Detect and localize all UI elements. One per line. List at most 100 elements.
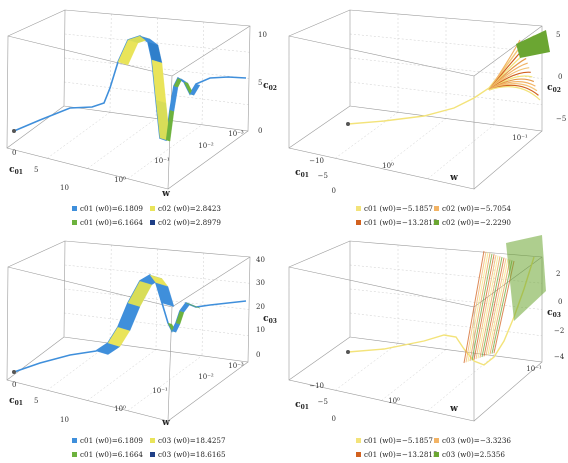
box-edges [288, 240, 543, 422]
legend-bottom-left: c01 (w0)=6.1809 c03 (w0)=18.4257 c01 (w0)=… [0, 432, 284, 463]
legend-top-left: c01 (w0)=6.1809 c02 (w0)=2.8423 c01 (w0)=6… [0, 200, 284, 231]
legend-label: c01 (w0)=−13.2815 [364, 218, 438, 227]
plot-box [6, 240, 251, 422]
legend-entry: c02 (w0)=−5.7054 [434, 204, 511, 213]
fan-line-6 [475, 254, 497, 360]
tick-x-0: 10⁰ [382, 162, 394, 170]
tick-x-0: 10⁰ [388, 397, 400, 405]
marker-point [346, 350, 350, 354]
legend-entry: c03 (w0)=18.4257 [150, 436, 226, 445]
surface-band-seg-0 [117, 39, 139, 66]
tick-z-4: 0 [256, 351, 260, 359]
legend-swatch [72, 438, 77, 443]
legend-swatch [356, 220, 361, 225]
surface-band-seg-2 [117, 302, 141, 331]
legend-entry: c01 (w0)=6.1809 [72, 204, 143, 213]
tick-x-2: 10⁻² [198, 142, 214, 150]
axis-label-y: c01 [295, 400, 309, 411]
surface-green-cap [516, 30, 550, 58]
plot-box [288, 9, 543, 190]
legend-swatch [150, 220, 155, 225]
axis-label-y: c01 [295, 168, 309, 179]
tick-z-1: 30 [256, 279, 265, 287]
marker-point [12, 129, 16, 133]
plot-3d-top-left: 10 5 0 0 5 10 10⁰ 10⁻¹ 10⁻² 10⁻³ c01 w c02 [6, 9, 277, 199]
tick-y-0: −10 [309, 382, 324, 390]
legend-label: c01 (w0)=6.1664 [80, 450, 143, 459]
fan-line-7 [477, 255, 499, 359]
legend-label: c03 (w0)=18.6165 [158, 450, 226, 459]
fan-line-2 [467, 252, 489, 362]
legend-label: c02 (w0)=2.8979 [158, 218, 221, 227]
chart-top-right: 5 0 −5 −10 −5 0 10⁰ 10⁻¹ c01 w c02 c01 (w0)=−5.185… [284, 0, 568, 231]
tick-x-0: 10⁰ [114, 176, 126, 184]
fan-line-10 [483, 257, 505, 357]
axis-label-x: w [449, 404, 458, 414]
tick-z-2: 0 [258, 127, 262, 135]
legend-label: c03 (w0)=−3.3236 [442, 436, 511, 445]
tick-y: 0 5 10 [12, 149, 69, 192]
legend-swatch [356, 438, 361, 443]
tick-y: −10 −5 0 [309, 157, 336, 195]
plot-3d-bottom-right: 2 0 −2 −4 −10 −5 0 10⁰ 10⁻¹ c01 w c03 [288, 235, 565, 423]
tick-y: −10 −5 0 [309, 382, 336, 423]
legend-entry: c01 (w0)=6.1809 [72, 436, 143, 445]
legend-label: c02 (w0)=−2.2290 [442, 218, 511, 227]
legend-label: c03 (w0)=2.5356 [442, 450, 505, 459]
fan-line-0 [463, 250, 485, 364]
surface-fan [488, 39, 541, 101]
axis-label-y: c01 [9, 165, 23, 176]
legend-label: c01 (w0)=6.1664 [80, 218, 143, 227]
legend-entry: c01 (w0)=−13.2815 [356, 218, 438, 227]
surface-band [117, 35, 171, 142]
legend-entry: c03 (w0)=−3.3236 [434, 436, 511, 445]
legend-entry: c02 (w0)=−2.2290 [434, 218, 511, 227]
tick-z-3: −4 [554, 353, 565, 361]
fan-line-8 [479, 256, 501, 358]
plot-box [6, 9, 251, 190]
legend-label: c02 (w0)=2.8423 [158, 204, 221, 213]
tick-z-0: 2 [556, 270, 560, 278]
chart-bottom-left: 40 30 20 10 0 0 5 10 10⁰ 10⁻¹ 10⁻² 10⁻³ c01 w c03 c01 … [0, 231, 284, 463]
box-edges [6, 9, 251, 190]
tick-y-2: 0 [332, 187, 336, 195]
legend-label: c01 (w0)=6.1809 [80, 436, 143, 445]
tick-z-2: 20 [256, 303, 265, 311]
grid-lines [47, 244, 250, 411]
legend-swatch [434, 452, 439, 457]
tick-x-1: 10⁻¹ [512, 134, 528, 142]
legend-top-right: c01 (w0)=−5.1857 c02 (w0)=−5.7054 c01 (w0)… [284, 200, 568, 231]
tick-x: 10⁰ 10⁻¹ [382, 134, 528, 170]
fan-line-12 [487, 258, 509, 356]
legend-swatch [434, 206, 439, 211]
grid-lines [335, 245, 543, 411]
tick-z: 5 0 −5 [556, 31, 566, 123]
fan-line-4 [471, 253, 493, 361]
legend-swatch [150, 438, 155, 443]
legend-label: c01 (w0)=−13.2815 [364, 450, 438, 459]
legend-entry: c01 (w0)=−13.2815 [356, 450, 438, 459]
fan-line-11 [485, 258, 507, 356]
legend-label: c02 (w0)=−5.7054 [442, 204, 511, 213]
tick-z-2: −5 [556, 115, 566, 123]
tick-x-1: 10⁻¹ [152, 387, 168, 395]
surface-band-tail-seg-3 [179, 302, 191, 313]
tick-z-1: 0 [558, 298, 562, 306]
legend-label: c03 (w0)=18.4257 [158, 436, 226, 445]
tick-y-0: 0 [12, 149, 16, 157]
surface-band-tail-seg-5 [189, 83, 201, 96]
fan-line-5 [473, 254, 495, 360]
legend-entry: c03 (w0)=2.5356 [434, 450, 505, 459]
tick-y-2: 10 [60, 184, 69, 192]
tick-y-2: 10 [60, 416, 69, 424]
surface-band-seg-4 [151, 59, 167, 104]
fan-line-1 [465, 251, 487, 363]
chart-top-left: 10 5 0 0 5 10 10⁰ 10⁻¹ 10⁻² 10⁻³ c01 w c02 c01 (w0)=… [0, 0, 284, 231]
tick-x-3: 10⁻³ [228, 362, 244, 370]
surface-band-seg-6 [155, 282, 175, 307]
tick-x-3: 10⁻³ [228, 130, 244, 138]
surface-fan [463, 250, 515, 364]
tick-z-1: 5 [258, 79, 262, 87]
fan-line-14 [491, 260, 513, 354]
tick-y-0: 0 [12, 381, 16, 389]
